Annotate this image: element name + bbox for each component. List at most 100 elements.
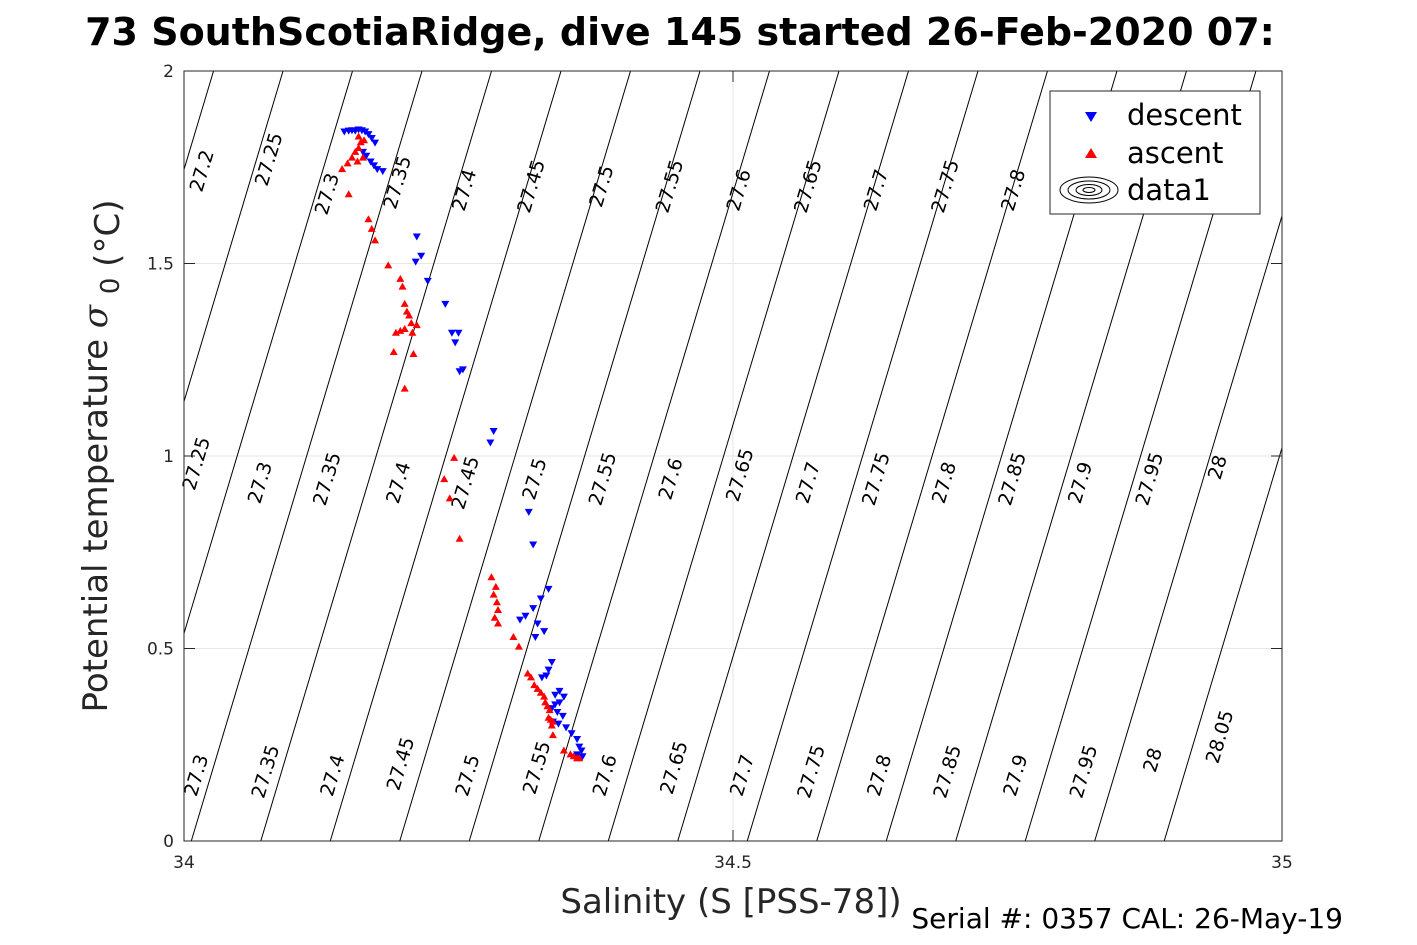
descent-point <box>458 366 467 374</box>
y-axis-label-text: Potential temperature <box>76 339 116 712</box>
ascent-point <box>354 132 363 140</box>
ascent-point <box>338 165 347 173</box>
legend-descent-marker <box>1085 112 1097 122</box>
density-contour-line <box>746 70 979 842</box>
descent-point <box>554 720 563 728</box>
ascent-point <box>371 236 380 244</box>
descent-point <box>551 701 560 709</box>
descent-point <box>524 508 533 516</box>
ascent-point <box>514 642 523 650</box>
ascent-point <box>540 692 549 700</box>
descent-point <box>447 329 456 337</box>
ascent-point <box>445 494 454 502</box>
ascent-point <box>490 613 499 621</box>
ascent-point <box>400 299 409 307</box>
descent-point <box>542 672 551 680</box>
ascent-point <box>405 311 414 319</box>
ascent-point <box>533 684 542 692</box>
descent-point <box>562 724 571 732</box>
ascent-point <box>440 475 449 483</box>
descent-point <box>455 368 464 376</box>
ascent-point <box>548 717 557 725</box>
descent-point <box>373 166 382 174</box>
descent-point <box>489 427 498 435</box>
density-contour-line <box>260 70 492 842</box>
chart-title: 73 SouthScotiaRidge, dive 145 started 26… <box>85 10 1275 54</box>
ascent-point <box>396 274 405 282</box>
y-tick-label: 2 <box>163 62 174 82</box>
density-contours <box>183 70 1283 842</box>
descent-point <box>555 699 564 707</box>
descent-point <box>531 633 540 641</box>
descent-point <box>367 134 376 142</box>
legend-contour-marker <box>1059 176 1119 204</box>
descent-point <box>544 666 553 674</box>
descent-point <box>559 693 568 701</box>
density-contour-line <box>468 70 701 842</box>
density-contour-line <box>1163 447 1283 842</box>
ascent-point <box>412 321 421 329</box>
x-tick-label: 35 <box>1271 853 1293 873</box>
ascent-point <box>494 606 503 613</box>
density-contour-line <box>538 70 770 842</box>
descent-point <box>578 753 587 761</box>
legend: descent ascent data1 <box>1049 90 1261 215</box>
ascent-point <box>400 324 409 332</box>
density-contour-line <box>183 70 215 170</box>
ascent-point <box>548 731 557 739</box>
ascent-point <box>509 632 518 640</box>
density-contour-line <box>399 70 631 842</box>
ascent-point <box>487 573 496 581</box>
y-tick-label: 0.5 <box>147 640 174 660</box>
ascent-point <box>364 215 373 223</box>
y-axis-label: Potential temperature σ 0 (°C) <box>76 200 128 713</box>
ascent-point <box>356 138 365 146</box>
ascent-point <box>391 328 400 336</box>
ascent-point <box>545 706 554 714</box>
density-contour-line <box>607 70 840 842</box>
descent-point <box>547 658 556 666</box>
descent-point <box>366 158 375 166</box>
descent-point <box>577 747 586 755</box>
ascent-point <box>526 673 535 681</box>
descent-point <box>371 139 380 147</box>
ascent-point <box>492 598 501 606</box>
grid-lines <box>184 71 1282 841</box>
legend-ascent-marker <box>1085 148 1097 158</box>
x-tick-label: 34 <box>173 853 195 873</box>
ascent-point <box>384 261 393 269</box>
descent-point <box>551 691 560 699</box>
ascent-point <box>396 326 405 334</box>
ascent-point <box>536 688 545 696</box>
descent-point <box>362 152 371 160</box>
x-tick-label: 34.5 <box>714 853 752 873</box>
ascent-point <box>559 746 568 754</box>
ascent-point <box>389 348 398 356</box>
descent-point <box>555 687 564 695</box>
ascent-point <box>409 349 418 357</box>
descent-point <box>558 712 567 720</box>
y-tick-label: 1 <box>163 447 174 467</box>
descent-point <box>412 233 421 241</box>
x-axis-label: Salinity (S [PSS-78]) <box>560 882 901 922</box>
descent-point <box>441 300 450 308</box>
y-axis-label-subscript: 0 <box>96 278 126 295</box>
serial-cal-text: Serial #: 0357 CAL: 26-May-19 <box>911 902 1343 935</box>
descent-point <box>423 277 432 285</box>
y-axis-label-group: Potential temperature σ 0 (°C) <box>76 200 128 713</box>
ascent-point <box>494 619 503 627</box>
descent-point <box>544 585 553 593</box>
descent-point <box>575 743 584 751</box>
ascent-point <box>489 590 498 598</box>
ascent-point <box>347 153 356 161</box>
ascent-point <box>530 681 539 689</box>
descent-point <box>567 730 576 738</box>
ascent-point <box>407 319 416 327</box>
y-tick-label: 0 <box>163 832 174 852</box>
ascent-point <box>400 384 409 392</box>
descent-point <box>364 131 373 139</box>
descent-point <box>369 162 378 170</box>
density-contour-line <box>190 70 423 842</box>
descent-point <box>378 168 387 176</box>
